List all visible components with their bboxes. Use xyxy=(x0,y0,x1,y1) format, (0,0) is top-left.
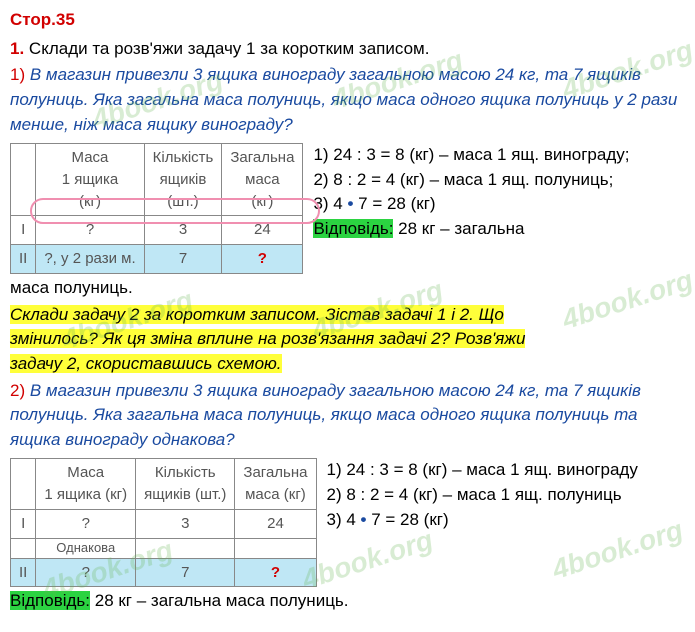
cell: I xyxy=(11,216,36,245)
cell: 24 xyxy=(235,509,316,538)
task2-subnum: 2) xyxy=(10,381,25,400)
th-qty: Кількість ящиків (шт.) xyxy=(144,144,222,216)
table-row: II ? 7 ? xyxy=(11,558,317,587)
table-row-same: Однакова xyxy=(11,538,317,558)
answer-label: Відповідь: xyxy=(10,591,90,610)
solution-line: 2) 8 : 2 = 4 (кг) – маса 1 ящ. полуниць xyxy=(327,483,686,508)
cell: 3 xyxy=(136,509,235,538)
answer-continuation: маса полуниць. xyxy=(10,276,685,301)
task1-subnum: 1) xyxy=(10,65,25,84)
cell: ? xyxy=(222,245,303,274)
table-row: I ? 3 24 xyxy=(11,509,317,538)
task1-number: 1. xyxy=(10,39,24,58)
answer-text: 28 кг – загальна xyxy=(393,219,524,238)
cell: 3 xyxy=(144,216,222,245)
task1-solutions: 1) 24 : 3 = 8 (кг) – маса 1 ящ. виноград… xyxy=(313,143,685,242)
answer-label: Відповідь: xyxy=(313,219,393,238)
cell xyxy=(235,538,316,558)
same-label: Однакова xyxy=(36,538,136,558)
task1-problem: В магазин привезли 3 ящика винограду заг… xyxy=(10,65,677,133)
th-total: Загальна маса (кг) xyxy=(235,459,316,510)
solution-line: 1) 24 : 3 = 8 (кг) – маса 1 ящ. виноград… xyxy=(313,143,685,168)
task2-prompt-line: змінилось? Як ця зміна вплине на розв'яз… xyxy=(10,329,525,348)
table-row: II ?, у 2 рази м. 7 ? xyxy=(11,245,303,274)
cell: 7 xyxy=(136,558,235,587)
table-corner xyxy=(11,459,36,510)
task2-prompt-line: Склади задачу 2 за коротким записом. Зіс… xyxy=(10,305,504,324)
task2-problem: В магазин привезли 3 ящика винограду заг… xyxy=(10,381,641,449)
cell xyxy=(11,538,36,558)
cell: 24 xyxy=(222,216,303,245)
solution-line: 2) 8 : 2 = 4 (кг) – маса 1 ящ. полуниць; xyxy=(313,168,685,193)
cell: II xyxy=(11,245,36,274)
cell: I xyxy=(11,509,36,538)
task1-prompt: Склади та розв'яжи задачу 1 за коротким … xyxy=(29,39,430,58)
cell: ? xyxy=(36,216,144,245)
th-mass: Маса 1 ящика (кг) xyxy=(36,144,144,216)
cell: ? xyxy=(36,558,136,587)
cell xyxy=(136,538,235,558)
task1-row: Маса 1 ящика (кг) Кількість ящиків (шт.)… xyxy=(10,143,685,274)
answer-text: 28 кг – загальна маса полуниць. xyxy=(90,591,349,610)
cell: ?, у 2 рази м. xyxy=(36,245,144,274)
task2-problem-block: 2) В магазин привезли 3 ящика винограду … xyxy=(10,379,685,453)
solution-line: 1) 24 : 3 = 8 (кг) – маса 1 ящ. виноград… xyxy=(327,458,686,483)
cell: 7 xyxy=(144,245,222,274)
cell: ? xyxy=(235,558,316,587)
solution-line: 3) 4 • 7 = 28 (кг) xyxy=(313,192,685,217)
cell: II xyxy=(11,558,36,587)
solution-line: 3) 4 • 7 = 28 (кг) xyxy=(327,508,686,533)
task1-prompt-line: 1. Склади та розв'яжи задачу 1 за коротк… xyxy=(10,37,685,62)
task2-table: Маса 1 ящика (кг) Кількість ящиків (шт.)… xyxy=(10,458,317,587)
cell: ? xyxy=(36,509,136,538)
task2-answer: Відповідь: 28 кг – загальна маса полуниц… xyxy=(10,589,685,614)
answer-line: Відповідь: 28 кг – загальна xyxy=(313,217,685,242)
table-row: I ? 3 24 xyxy=(11,216,303,245)
task1-problem-block: 1) В магазин привезли 3 ящика винограду … xyxy=(10,63,685,137)
task2-solutions: 1) 24 : 3 = 8 (кг) – маса 1 ящ. виноград… xyxy=(327,458,686,532)
task2-prompt-block: Склади задачу 2 за коротким записом. Зіс… xyxy=(10,303,685,377)
th-mass: Маса 1 ящика (кг) xyxy=(36,459,136,510)
task2-prompt-line: задачу 2, скориставшись схемою. xyxy=(10,354,282,373)
th-qty: Кількість ящиків (шт.) xyxy=(136,459,235,510)
table-corner xyxy=(11,144,36,216)
th-total: Загальна маса (кг) xyxy=(222,144,303,216)
task2-row: Маса 1 ящика (кг) Кількість ящиків (шт.)… xyxy=(10,458,685,587)
page-title: Стор.35 xyxy=(10,8,685,33)
task1-table: Маса 1 ящика (кг) Кількість ящиків (шт.)… xyxy=(10,143,303,274)
